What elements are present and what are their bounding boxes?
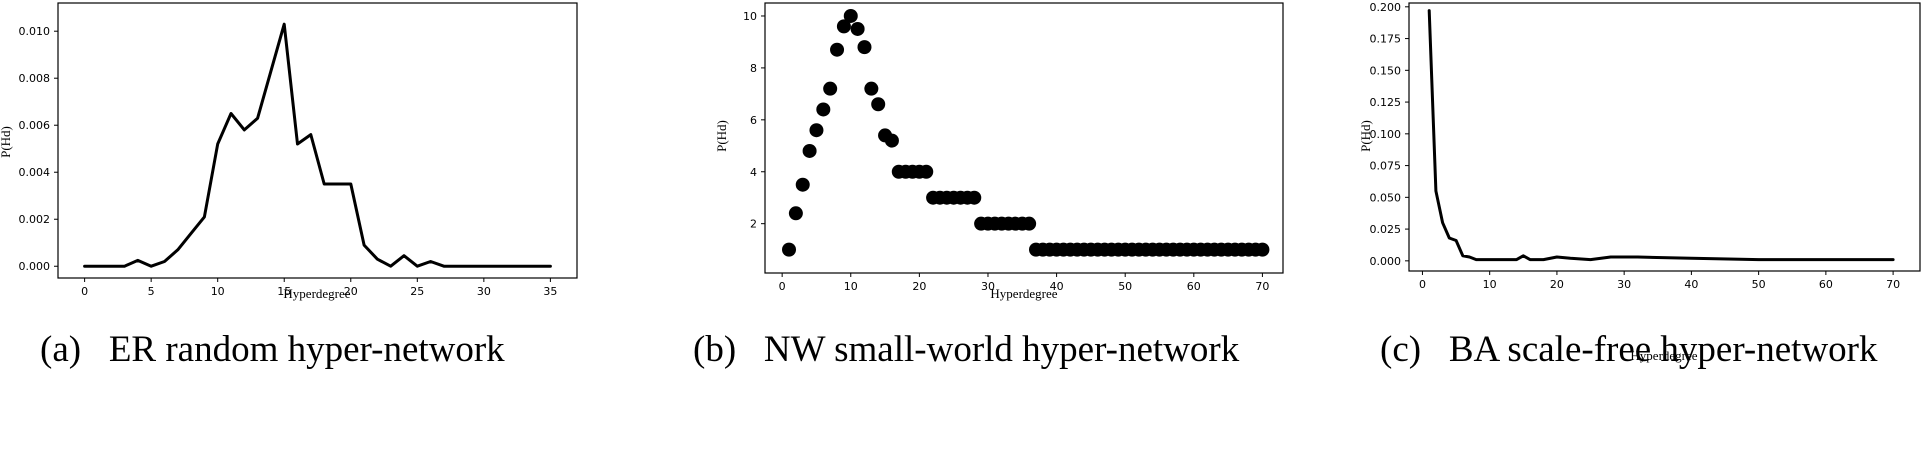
- y-tick-label: 0.002: [19, 213, 51, 226]
- data-point: [843, 8, 858, 23]
- y-tick-label: 0.150: [1370, 64, 1402, 77]
- y-tick-label: 0.175: [1370, 33, 1402, 46]
- x-tick-label: 20: [912, 280, 926, 293]
- data-point: [782, 242, 797, 257]
- y-tick-label: 0.200: [1370, 1, 1402, 14]
- data-point: [967, 190, 982, 205]
- y-axis-label: P(Hd): [0, 126, 13, 158]
- x-tick-label: 30: [477, 285, 491, 298]
- x-tick-label: 40: [1050, 280, 1064, 293]
- panel-caption: (c) BA scale-free hyper-network: [1380, 329, 1878, 370]
- y-tick-label: 0.050: [1370, 191, 1402, 204]
- y-axis-label: P(Hd): [714, 120, 729, 152]
- x-tick-label: 30: [1617, 278, 1631, 291]
- panel-ba-scale-free: 0 10 20 30 40 50 60 70 0.000 0.025 0.050 0.075 0.100…: [1358, 1, 1921, 370]
- data-point: [816, 102, 831, 117]
- series-line: [1427, 9, 1895, 262]
- y-tick-label: 0.000: [1370, 255, 1402, 268]
- data-point: [919, 164, 934, 179]
- mark-group: [83, 22, 552, 268]
- x-tick-label: 50: [1752, 278, 1766, 291]
- data-point: [1022, 216, 1037, 231]
- x-tick-label: 10: [211, 285, 225, 298]
- data-point: [795, 177, 810, 192]
- x-tick-label: 30: [981, 280, 995, 293]
- mark-group: [1427, 9, 1895, 262]
- x-tick-label: 0: [1419, 278, 1426, 291]
- panel-caption: (a) ER random hyper-network: [40, 329, 505, 370]
- y-tick-label: 0.125: [1370, 96, 1402, 109]
- data-point: [802, 143, 817, 158]
- x-tick-label: 0: [779, 280, 786, 293]
- x-tick-label: 15: [277, 285, 291, 298]
- x-tick-label: 50: [1118, 280, 1132, 293]
- y-tick-label: 8: [750, 62, 757, 75]
- data-point: [857, 40, 872, 55]
- x-axis-label: Hyperdegree: [1630, 348, 1697, 363]
- x-tick-label: 60: [1187, 280, 1201, 293]
- panel-er-random: 0 5 10 15 20 25 30 35 0.000 0.002 0.004 0.006 0.008 0…: [0, 2, 578, 370]
- data-point: [836, 19, 851, 34]
- data-point: [809, 123, 824, 138]
- y-tick-label: 0.010: [19, 25, 51, 38]
- data-point: [1255, 242, 1270, 257]
- mark-group: [782, 8, 1270, 257]
- y-tick-label: 0.100: [1370, 128, 1402, 141]
- x-tick-label: 10: [1483, 278, 1497, 291]
- y-axis-label: P(Hd): [1358, 120, 1373, 152]
- y-tick-label: 10: [743, 10, 757, 23]
- data-point: [850, 21, 865, 36]
- data-point: [788, 206, 803, 221]
- x-tick-label: 5: [148, 285, 155, 298]
- x-tick-label: 20: [1550, 278, 1564, 291]
- data-point: [871, 97, 886, 112]
- tick-group: 0 10 20 30 40 50 60 70 0.000 0.025 0.050 0.075 0.100…: [1370, 1, 1901, 291]
- x-tick-label: 10: [844, 280, 858, 293]
- data-point: [830, 42, 845, 57]
- panel-caption: (b) NW small-world hyper-network: [693, 329, 1240, 370]
- data-point: [823, 81, 838, 96]
- y-tick-label: 0.006: [19, 119, 51, 132]
- plot-frame: [1408, 2, 1921, 272]
- y-tick-label: 0.075: [1370, 160, 1402, 173]
- plot-frame: [764, 2, 1284, 274]
- y-tick-label: 4: [750, 166, 757, 179]
- x-tick-label: 20: [344, 285, 358, 298]
- x-tick-label: 0: [81, 285, 88, 298]
- y-tick-label: 0.004: [19, 166, 51, 179]
- x-tick-label: 70: [1255, 280, 1269, 293]
- series-line: [83, 22, 552, 268]
- plot-frame: [57, 2, 578, 279]
- x-tick-label: 25: [410, 285, 424, 298]
- x-axis-label: Hyperdegree: [990, 286, 1057, 301]
- tick-group: 0 5 10 15 20 25 30 35 0.000 0.002 0.004 0.006 0.008 0…: [19, 25, 558, 298]
- data-point: [884, 133, 899, 148]
- tick-group: 0 10 20 30 40 50 60 70 2 4 6 8 10: [743, 10, 1269, 293]
- x-tick-label: 70: [1886, 278, 1900, 291]
- x-tick-label: 35: [543, 285, 557, 298]
- y-tick-label: 0.025: [1370, 223, 1402, 236]
- y-tick-label: 0.000: [19, 260, 51, 273]
- data-point: [864, 81, 879, 96]
- y-tick-label: 0.008: [19, 72, 51, 85]
- y-tick-label: 6: [750, 114, 757, 127]
- x-tick-label: 40: [1684, 278, 1698, 291]
- x-tick-label: 60: [1819, 278, 1833, 291]
- y-tick-label: 2: [750, 218, 757, 231]
- x-axis-label: Hyperdegree: [283, 286, 350, 301]
